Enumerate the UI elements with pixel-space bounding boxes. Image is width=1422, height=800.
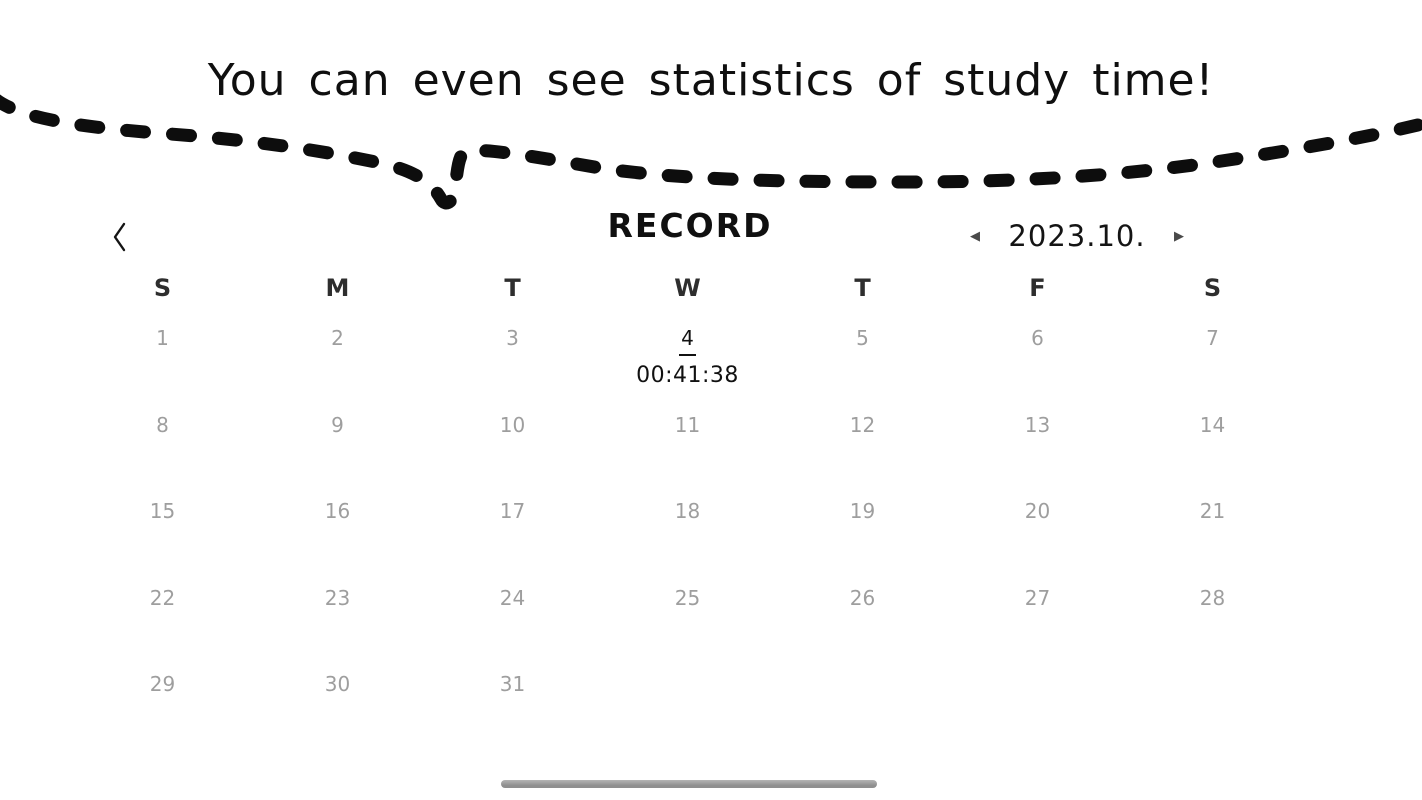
study-time-label: 00:41:38 — [636, 363, 739, 388]
calendar-day-cell[interactable]: 28 — [1125, 580, 1300, 664]
day-number: 18 — [674, 499, 701, 523]
calendar-day-cell[interactable]: 5 — [775, 320, 950, 404]
calendar-day-cell[interactable]: 9 — [250, 407, 425, 491]
tutorial-caption: You can even see statistics of study tim… — [207, 55, 1215, 106]
calendar-day-cell[interactable]: 10 — [425, 407, 600, 491]
day-number: 15 — [149, 499, 176, 523]
calendar-week-row: 29 30 31 — [75, 666, 1300, 750]
day-number: 26 — [849, 585, 876, 610]
calendar-day-cell[interactable]: 1 — [75, 320, 250, 404]
month-label: 2023.10. — [1008, 219, 1146, 253]
day-number: 3 — [506, 326, 519, 350]
weekday-label: W — [674, 274, 701, 302]
day-number: 29 — [149, 672, 176, 696]
calendar-day-cell[interactable]: 21 — [1125, 493, 1300, 577]
calendar-empty-cell — [1125, 666, 1300, 750]
weekday-label: T — [854, 274, 871, 302]
calendar-week-row: 15 16 17 18 19 20 21 — [75, 493, 1300, 577]
chevron-left-icon — [113, 222, 125, 252]
calendar-day-cell[interactable]: 20 — [950, 493, 1125, 577]
day-number: 14 — [1199, 412, 1226, 437]
page-title: RECORD — [607, 206, 773, 245]
day-number: 16 — [324, 499, 351, 523]
calendar-empty-cell — [600, 666, 775, 750]
weekday-label: M — [325, 274, 350, 302]
calendar-day-cell[interactable]: 23 — [250, 580, 425, 664]
calendar-day-cell[interactable]: 15 — [75, 493, 250, 577]
calendar-day-cell[interactable]: 16 — [250, 493, 425, 577]
calendar-empty-cell — [950, 666, 1125, 750]
day-number: 1 — [156, 326, 169, 350]
calendar-day-cell[interactable]: 26 — [775, 580, 950, 664]
triangle-left-icon: ◀ — [970, 228, 980, 244]
calendar-day-cell[interactable]: 2 — [250, 320, 425, 404]
calendar-day-cell[interactable]: 12 — [775, 407, 950, 491]
day-number: 30 — [324, 672, 351, 696]
calendar-day-cell[interactable]: 4 00:41:38 — [600, 320, 775, 404]
day-number: 25 — [674, 585, 701, 610]
calendar-day-cell[interactable]: 3 — [425, 320, 600, 404]
calendar-week-row: 8 9 10 11 12 13 14 — [75, 407, 1300, 491]
calendar-grid: 1 2 3 4 00:41:38 5 6 7 8 9 10 11 12 13 14 15 16 17 18 19 20 2… — [75, 0, 1300, 800]
weekday-label: S — [153, 274, 172, 302]
calendar-day-cell[interactable]: 25 — [600, 580, 775, 664]
calendar-day-cell[interactable]: 19 — [775, 493, 950, 577]
calendar-day-cell[interactable]: 22 — [75, 580, 250, 664]
day-number: 28 — [1199, 585, 1226, 610]
day-number: 12 — [849, 412, 876, 437]
calendar-week-row: 1 2 3 4 00:41:38 5 6 7 — [75, 320, 1300, 404]
day-number: 6 — [1031, 326, 1044, 350]
next-month-button[interactable]: ▶ — [1174, 230, 1184, 243]
calendar-day-cell[interactable]: 24 — [425, 580, 600, 664]
prev-month-button[interactable]: ◀ — [970, 230, 980, 243]
calendar-day-cell[interactable]: 6 — [950, 320, 1125, 404]
day-number: 20 — [1024, 499, 1051, 523]
calendar-day-cell[interactable]: 30 — [250, 666, 425, 750]
day-number: 23 — [324, 585, 351, 610]
day-number: 22 — [149, 585, 176, 610]
day-number: 2 — [331, 326, 344, 350]
calendar-day-cell[interactable]: 13 — [950, 407, 1125, 491]
calendar-day-cell[interactable]: 8 — [75, 407, 250, 491]
day-number: 7 — [1206, 326, 1219, 350]
day-number: 10 — [499, 412, 526, 437]
triangle-right-icon: ▶ — [1173, 228, 1184, 244]
month-navigation: ◀ 2023.10. ▶ — [970, 219, 1184, 253]
dashed-divider-line — [0, 94, 1422, 210]
weekday-label: F — [1029, 274, 1046, 302]
day-number: 17 — [499, 499, 526, 523]
calendar-week-row: 22 23 24 25 26 27 28 — [75, 580, 1300, 664]
calendar-empty-cell — [775, 666, 950, 750]
calendar-day-cell[interactable]: 29 — [75, 666, 250, 750]
weekday-label: S — [1203, 274, 1222, 302]
day-number: 27 — [1024, 585, 1051, 610]
day-number: 8 — [156, 412, 169, 437]
bottom-handle-bar[interactable] — [501, 780, 877, 788]
calendar-day-cell[interactable]: 11 — [600, 407, 775, 491]
calendar-day-cell[interactable]: 7 — [1125, 320, 1300, 404]
day-number: 9 — [331, 412, 344, 437]
day-number: 13 — [1024, 412, 1051, 437]
calendar-day-cell[interactable]: 31 — [425, 666, 600, 750]
day-number: 11 — [674, 412, 701, 437]
back-button[interactable] — [102, 216, 136, 258]
day-number: 31 — [499, 672, 526, 696]
day-number: 21 — [1199, 499, 1226, 523]
day-number: 24 — [499, 585, 526, 610]
day-number: 19 — [849, 499, 876, 523]
day-number: 4 — [679, 322, 696, 356]
day-number: 5 — [856, 326, 869, 350]
calendar-day-cell[interactable]: 18 — [600, 493, 775, 577]
calendar-day-cell[interactable]: 14 — [1125, 407, 1300, 491]
weekday-label: T — [504, 274, 521, 302]
calendar-day-cell[interactable]: 27 — [950, 580, 1125, 664]
calendar-day-cell[interactable]: 17 — [425, 493, 600, 577]
